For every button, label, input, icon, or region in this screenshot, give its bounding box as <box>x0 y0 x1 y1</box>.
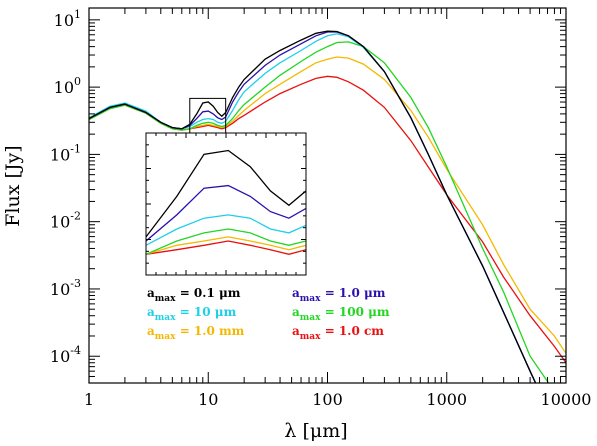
x-tick-label: 1000 <box>426 390 467 409</box>
y-axis-label: Flux [Jy] <box>2 145 24 226</box>
x-tick-label: 100 <box>312 390 343 409</box>
inset-series-line-5 <box>146 240 306 255</box>
legend-entry-1: amax = 1.0 μm <box>292 286 386 304</box>
legend-entry-5: amax = 1.0 cm <box>292 324 384 342</box>
inset-series-line-1 <box>146 184 306 242</box>
inset-series-line-4 <box>146 236 306 255</box>
x-tick-label: 1 <box>84 390 94 409</box>
x-axis-label: λ [μm] <box>284 420 347 442</box>
ticklabel-layer: 1 10 100 1000 10000 10-4 10-3 10-2 10-1 100 101 <box>50 8 592 409</box>
inset-series-line-3 <box>146 228 306 255</box>
legend-entry-3: amax = 100 μm <box>292 305 390 323</box>
y-tick-label: 10-4 <box>50 344 81 366</box>
axes-layer <box>88 7 567 384</box>
inset-series-line-2 <box>146 214 306 246</box>
x-tick-label: 10 <box>198 390 218 409</box>
y-tick-label: 100 <box>54 75 81 97</box>
legend-entry-4: amax = 1.0 mm <box>147 324 245 342</box>
series-line-3 <box>89 41 550 383</box>
y-tick-label: 10-3 <box>50 277 81 299</box>
x-tick-label: 10000 <box>541 390 592 409</box>
inset-series-line-0 <box>146 149 306 238</box>
inset-series-group <box>146 149 306 255</box>
series-layer <box>89 30 566 383</box>
inset-layer <box>145 132 307 276</box>
y-tick-label: 10-1 <box>50 142 81 164</box>
y-tick-label: 101 <box>54 8 81 30</box>
legend-entry-2: amax = 10 μm <box>147 305 237 323</box>
legend-entry-0: amax = 0.1 μm <box>147 286 241 304</box>
y-tick-label: 10-2 <box>50 210 81 232</box>
series-line-0 <box>89 30 537 383</box>
inset-background <box>146 133 306 275</box>
